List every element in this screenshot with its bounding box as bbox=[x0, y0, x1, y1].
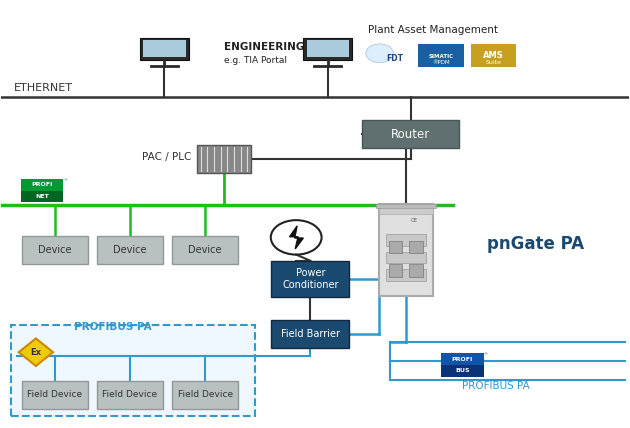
Text: ®PDM: ®PDM bbox=[432, 59, 450, 65]
Text: PROFI: PROFI bbox=[452, 357, 473, 362]
FancyBboxPatch shape bbox=[389, 264, 403, 277]
Text: e.g. TIA Portal: e.g. TIA Portal bbox=[224, 56, 287, 65]
Text: Device: Device bbox=[113, 245, 147, 255]
FancyBboxPatch shape bbox=[97, 381, 163, 409]
Text: Suite: Suite bbox=[485, 60, 501, 65]
FancyBboxPatch shape bbox=[471, 44, 516, 67]
FancyBboxPatch shape bbox=[271, 261, 350, 297]
FancyBboxPatch shape bbox=[441, 354, 484, 365]
FancyBboxPatch shape bbox=[173, 236, 238, 264]
FancyBboxPatch shape bbox=[386, 234, 427, 246]
FancyBboxPatch shape bbox=[22, 381, 88, 409]
FancyBboxPatch shape bbox=[197, 145, 251, 172]
FancyBboxPatch shape bbox=[21, 190, 64, 202]
Text: PAC / PLC: PAC / PLC bbox=[142, 152, 191, 162]
FancyBboxPatch shape bbox=[303, 38, 352, 59]
Text: Field Barrier: Field Barrier bbox=[281, 329, 340, 339]
Text: ®: ® bbox=[484, 353, 488, 357]
FancyBboxPatch shape bbox=[140, 38, 189, 59]
Text: Ex: Ex bbox=[30, 348, 42, 357]
FancyBboxPatch shape bbox=[375, 204, 437, 208]
Text: Router: Router bbox=[391, 128, 430, 141]
FancyBboxPatch shape bbox=[144, 40, 185, 57]
FancyBboxPatch shape bbox=[410, 241, 423, 253]
Text: ENGINEERING: ENGINEERING bbox=[224, 42, 304, 52]
FancyBboxPatch shape bbox=[386, 269, 427, 281]
Text: Field Device: Field Device bbox=[103, 390, 158, 399]
FancyBboxPatch shape bbox=[418, 44, 464, 67]
Text: Power
Conditioner: Power Conditioner bbox=[282, 268, 338, 290]
FancyBboxPatch shape bbox=[97, 236, 163, 264]
Text: PROFI: PROFI bbox=[32, 182, 53, 187]
Circle shape bbox=[366, 44, 393, 62]
Text: CE: CE bbox=[410, 218, 418, 223]
FancyBboxPatch shape bbox=[441, 365, 484, 377]
Text: Device: Device bbox=[188, 245, 222, 255]
Text: pnGate PA: pnGate PA bbox=[488, 235, 585, 253]
Polygon shape bbox=[19, 339, 53, 366]
Text: Field Device: Field Device bbox=[178, 390, 233, 399]
Text: ®: ® bbox=[64, 178, 67, 182]
FancyBboxPatch shape bbox=[11, 324, 255, 416]
Text: SIMATIC: SIMATIC bbox=[428, 54, 454, 59]
Text: PROFIBUS PA: PROFIBUS PA bbox=[462, 381, 530, 391]
Text: PROFIBUS PA: PROFIBUS PA bbox=[74, 322, 151, 332]
Text: Field Device: Field Device bbox=[27, 390, 83, 399]
Text: Plant Asset Management: Plant Asset Management bbox=[369, 25, 498, 35]
FancyBboxPatch shape bbox=[386, 252, 427, 263]
FancyBboxPatch shape bbox=[389, 241, 403, 253]
FancyBboxPatch shape bbox=[410, 264, 423, 277]
FancyBboxPatch shape bbox=[307, 40, 348, 57]
Text: Device: Device bbox=[38, 245, 71, 255]
Text: NET: NET bbox=[35, 194, 49, 199]
FancyBboxPatch shape bbox=[379, 205, 433, 296]
FancyBboxPatch shape bbox=[173, 381, 238, 409]
Text: AMS: AMS bbox=[483, 51, 503, 60]
FancyBboxPatch shape bbox=[362, 120, 459, 148]
Text: ETHERNET: ETHERNET bbox=[14, 83, 73, 93]
FancyBboxPatch shape bbox=[271, 320, 350, 348]
Text: BUS: BUS bbox=[455, 368, 470, 373]
Text: FDT: FDT bbox=[386, 54, 403, 63]
FancyBboxPatch shape bbox=[21, 179, 64, 190]
FancyBboxPatch shape bbox=[22, 236, 88, 264]
FancyBboxPatch shape bbox=[379, 205, 433, 214]
Polygon shape bbox=[290, 226, 303, 249]
